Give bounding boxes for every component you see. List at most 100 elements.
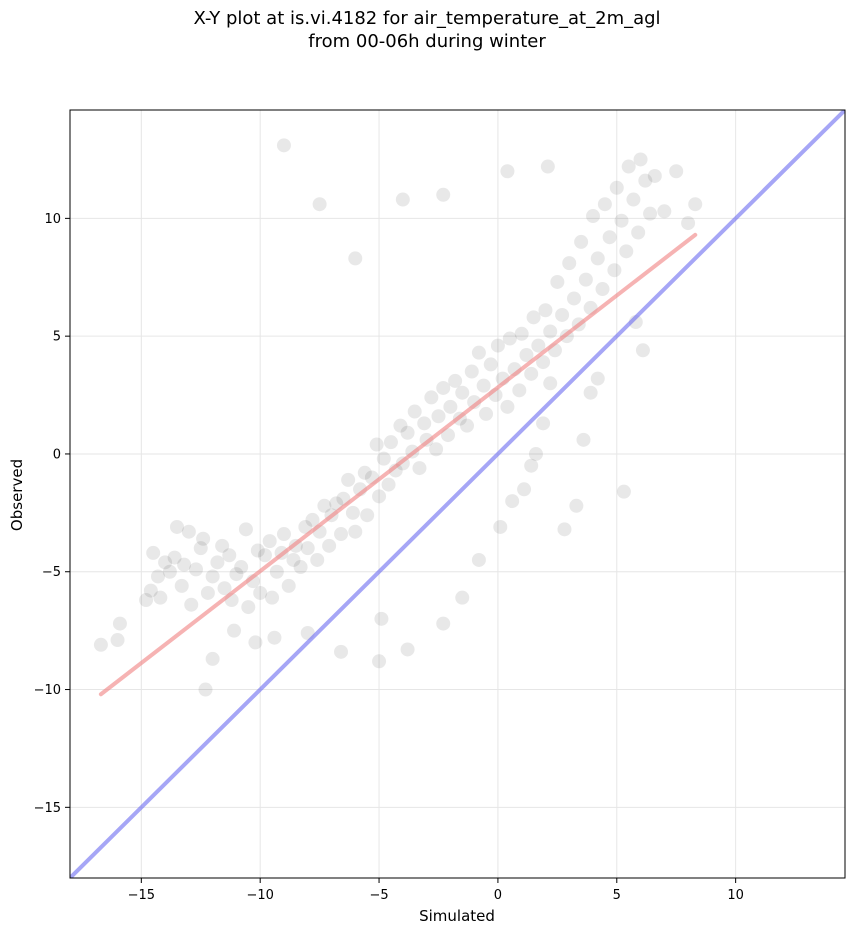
scatter-point	[143, 583, 158, 598]
scatter-point	[431, 409, 446, 424]
scatter-point	[372, 489, 387, 504]
scatter-point	[621, 159, 636, 174]
scatter-point	[177, 557, 192, 572]
scatter-point	[188, 562, 203, 577]
scatter-point	[595, 282, 610, 297]
scatter-point	[110, 633, 125, 648]
series-layer	[93, 138, 703, 697]
scatter-point	[262, 534, 277, 549]
scatter-point	[112, 616, 127, 631]
scatter-point	[334, 644, 349, 659]
scatter-point	[196, 531, 211, 546]
scatter-point	[250, 543, 265, 558]
scatter-point	[681, 216, 696, 231]
scatter-point	[614, 213, 629, 228]
scatter-point	[215, 538, 230, 553]
chart-title: X-Y plot at is.vi.4182 for air_temperatu…	[193, 8, 661, 29]
scatter-point	[169, 519, 184, 534]
scatter-point	[436, 616, 451, 631]
y-tick-label: −5	[42, 565, 61, 580]
scatter-point	[597, 197, 612, 212]
scatter-point	[514, 326, 529, 341]
scatter-point	[424, 390, 439, 405]
scatter-point	[395, 192, 410, 207]
scatter-point	[633, 152, 648, 167]
scatter-point	[574, 234, 589, 249]
scatter-point	[222, 548, 237, 563]
scatter-point	[310, 552, 325, 567]
scatter-point	[348, 524, 363, 539]
scatter-point	[647, 168, 662, 183]
scatter-point	[217, 581, 232, 596]
scatter-point	[540, 159, 555, 174]
scatter-point	[502, 331, 517, 346]
scatter-point	[436, 187, 451, 202]
scatter-point	[93, 637, 108, 652]
scatter-point	[586, 209, 601, 224]
scatter-point	[471, 552, 486, 567]
scatter-point	[298, 519, 313, 534]
scatter-point	[505, 494, 520, 509]
x-tick-label: −15	[128, 888, 155, 903]
y-tick-label: 0	[53, 447, 61, 462]
scatter-point	[267, 630, 282, 645]
scatter-point	[162, 564, 177, 579]
y-tick-label: 5	[53, 330, 61, 345]
scatter-point	[393, 418, 408, 433]
scatter-point	[334, 527, 349, 542]
scatter-point	[557, 522, 572, 537]
scatter-point	[643, 206, 658, 221]
scatter-point	[174, 578, 189, 593]
scatter-point	[476, 378, 491, 393]
scatter-point	[269, 564, 284, 579]
scatter-point	[528, 446, 543, 461]
scatter-point	[417, 416, 432, 431]
scatter-point	[443, 399, 458, 414]
scatter-point	[550, 274, 565, 289]
scatter-point	[471, 345, 486, 360]
x-tick-label: 10	[727, 888, 744, 903]
scatter-point	[372, 654, 387, 669]
scatter-point	[400, 642, 415, 657]
scatter-point	[448, 373, 463, 388]
y-tick-label: −15	[34, 801, 61, 816]
scatter-point	[181, 524, 196, 539]
scatter-point	[305, 512, 320, 527]
scatter-point	[322, 538, 337, 553]
x-tick-label: −5	[369, 888, 388, 903]
scatter-point	[524, 458, 539, 473]
identity-line	[70, 110, 845, 878]
scatter-point	[429, 442, 444, 457]
scatter-point	[381, 477, 396, 492]
scatter-point	[500, 164, 515, 179]
scatter-point	[229, 567, 244, 582]
y-tick-label: −10	[34, 683, 61, 698]
scatter-point	[238, 522, 253, 537]
scatter-point	[590, 371, 605, 386]
scatter-point	[153, 590, 168, 605]
scatter-point	[341, 472, 356, 487]
scatter-point	[455, 590, 470, 605]
scatter-point	[483, 357, 498, 372]
scatter-point	[538, 303, 553, 318]
scatter-point	[139, 593, 154, 608]
scatter-point	[227, 623, 242, 638]
scatter-point	[635, 343, 650, 358]
scatter-point	[688, 197, 703, 212]
scatter-point	[293, 560, 308, 575]
scatter-point	[317, 498, 332, 513]
x-tick-label: 0	[494, 888, 502, 903]
x-tick-label: 5	[613, 888, 621, 903]
scatter-point	[360, 508, 375, 523]
scatter-point	[460, 418, 475, 433]
scatter-point	[583, 385, 598, 400]
scatter-point	[312, 197, 327, 212]
x-tick-label: −10	[246, 888, 273, 903]
scatter-point	[200, 585, 215, 600]
y-tick-label: 10	[44, 212, 61, 227]
scatter-point	[286, 552, 301, 567]
scatter-point	[602, 230, 617, 245]
scatter-point	[576, 432, 591, 447]
scatter-point	[281, 578, 296, 593]
